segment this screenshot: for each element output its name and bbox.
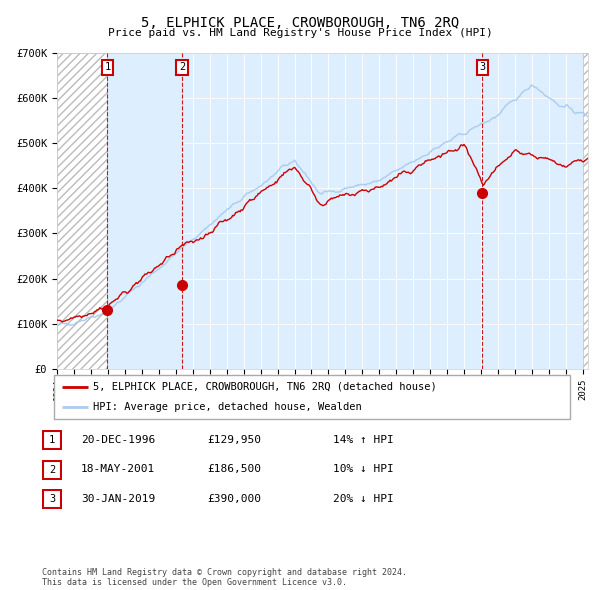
Text: £129,950: £129,950 bbox=[207, 435, 261, 444]
Bar bbox=[107, 53, 182, 369]
Text: 10% ↓ HPI: 10% ↓ HPI bbox=[333, 464, 394, 474]
Text: 5, ELPHICK PLACE, CROWBOROUGH, TN6 2RQ (detached house): 5, ELPHICK PLACE, CROWBOROUGH, TN6 2RQ (… bbox=[92, 382, 436, 392]
Text: 20-DEC-1996: 20-DEC-1996 bbox=[81, 435, 155, 444]
Text: 18-MAY-2001: 18-MAY-2001 bbox=[81, 464, 155, 474]
Text: Price paid vs. HM Land Registry's House Price Index (HPI): Price paid vs. HM Land Registry's House … bbox=[107, 28, 493, 38]
FancyBboxPatch shape bbox=[43, 461, 61, 478]
FancyBboxPatch shape bbox=[43, 490, 61, 508]
Text: 3: 3 bbox=[479, 63, 485, 73]
Text: 2: 2 bbox=[49, 465, 55, 474]
Text: 3: 3 bbox=[49, 494, 55, 504]
Text: 1: 1 bbox=[49, 435, 55, 445]
Text: HPI: Average price, detached house, Wealden: HPI: Average price, detached house, Weal… bbox=[92, 402, 361, 412]
Text: 2: 2 bbox=[179, 63, 185, 73]
Bar bbox=[583, 53, 588, 369]
Bar bbox=[57, 53, 107, 369]
FancyBboxPatch shape bbox=[43, 431, 61, 449]
Text: Contains HM Land Registry data © Crown copyright and database right 2024.
This d: Contains HM Land Registry data © Crown c… bbox=[42, 568, 407, 587]
Text: £186,500: £186,500 bbox=[207, 464, 261, 474]
Text: £390,000: £390,000 bbox=[207, 494, 261, 503]
Bar bbox=[583, 53, 588, 369]
FancyBboxPatch shape bbox=[54, 375, 570, 419]
Bar bbox=[57, 53, 107, 369]
Text: 20% ↓ HPI: 20% ↓ HPI bbox=[333, 494, 394, 503]
Text: 1: 1 bbox=[104, 63, 110, 73]
Text: 30-JAN-2019: 30-JAN-2019 bbox=[81, 494, 155, 503]
Text: 14% ↑ HPI: 14% ↑ HPI bbox=[333, 435, 394, 444]
Text: 5, ELPHICK PLACE, CROWBOROUGH, TN6 2RQ: 5, ELPHICK PLACE, CROWBOROUGH, TN6 2RQ bbox=[141, 16, 459, 30]
